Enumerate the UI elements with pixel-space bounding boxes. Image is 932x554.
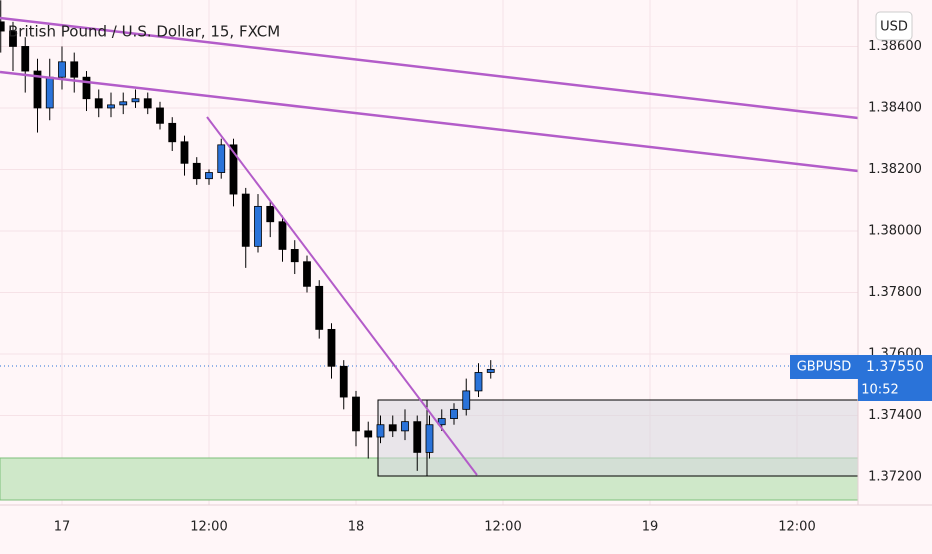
candles <box>0 0 495 471</box>
time-axis <box>0 505 932 550</box>
price-axis <box>858 0 932 550</box>
candle-body <box>143 98 152 109</box>
candle-body <box>0 21 5 32</box>
candle-body <box>21 46 30 72</box>
candle-body <box>119 101 128 106</box>
candle-body <box>33 70 42 109</box>
candle-body <box>278 221 287 250</box>
candle-body <box>388 424 397 432</box>
candle-body <box>217 144 226 173</box>
x-tick-label: 17 <box>54 520 71 535</box>
candle-body <box>413 421 422 453</box>
candle-body <box>401 421 409 432</box>
price-badge <box>858 355 932 401</box>
candle-body <box>450 408 458 419</box>
candle-body <box>327 328 336 367</box>
candle-body <box>254 205 262 247</box>
candle-body <box>339 365 348 398</box>
candle-body <box>462 390 471 410</box>
y-tick-label: 1.38000 <box>868 223 922 238</box>
symbol-badge <box>790 355 858 379</box>
y-tick-label: 1.37400 <box>868 408 922 423</box>
y-tick-label: 1.38600 <box>868 39 922 54</box>
x-tick-label: 12:00 <box>778 520 815 535</box>
candle-body <box>364 430 373 438</box>
candle-body <box>303 261 311 287</box>
candle-body <box>70 61 79 78</box>
candle-body <box>180 141 189 164</box>
currency-button[interactable] <box>875 11 913 41</box>
currency[interactable]: USD <box>880 20 908 35</box>
candle-body <box>290 249 299 263</box>
candle-body <box>58 61 66 78</box>
x-tick-label: 19 <box>642 520 659 535</box>
candle-body <box>156 107 164 124</box>
chart-title: British Pound / U.S. Dollar, 15, FXCM <box>8 23 280 41</box>
candle-body <box>437 418 446 426</box>
candle-body <box>241 193 250 247</box>
candle-body <box>315 285 324 330</box>
countdown: 10:52 <box>861 383 898 398</box>
candle-body <box>82 76 91 100</box>
trend-line <box>0 70 859 173</box>
candle-body <box>486 368 495 373</box>
candle-body <box>376 424 385 438</box>
y-tick-label: 1.37200 <box>868 470 922 485</box>
candle-body <box>9 30 17 47</box>
y-tick-label: 1.38200 <box>868 162 922 177</box>
candle-body <box>168 122 177 143</box>
candle-body <box>131 98 140 103</box>
candle-body <box>474 372 483 392</box>
candle-body <box>94 98 103 109</box>
candle-body <box>352 396 360 432</box>
candle-body <box>192 162 201 180</box>
candle-body <box>229 144 238 195</box>
trend-line <box>0 16 859 120</box>
candle-body <box>425 424 434 453</box>
x-tick-label: 18 <box>348 520 365 535</box>
candle-body <box>266 205 275 223</box>
candle-body <box>205 172 213 180</box>
y-tick-label: 1.38400 <box>868 100 922 115</box>
y-tick-label: 1.37800 <box>868 285 922 300</box>
candle-body <box>107 104 115 109</box>
last-price: 1.37550 <box>866 359 924 375</box>
x-tick-label: 12:00 <box>484 520 521 535</box>
trend-line <box>206 116 478 476</box>
symbol: GBPUSD <box>797 360 852 375</box>
candle-body <box>45 76 54 109</box>
x-tick-label: 12:00 <box>190 520 227 535</box>
